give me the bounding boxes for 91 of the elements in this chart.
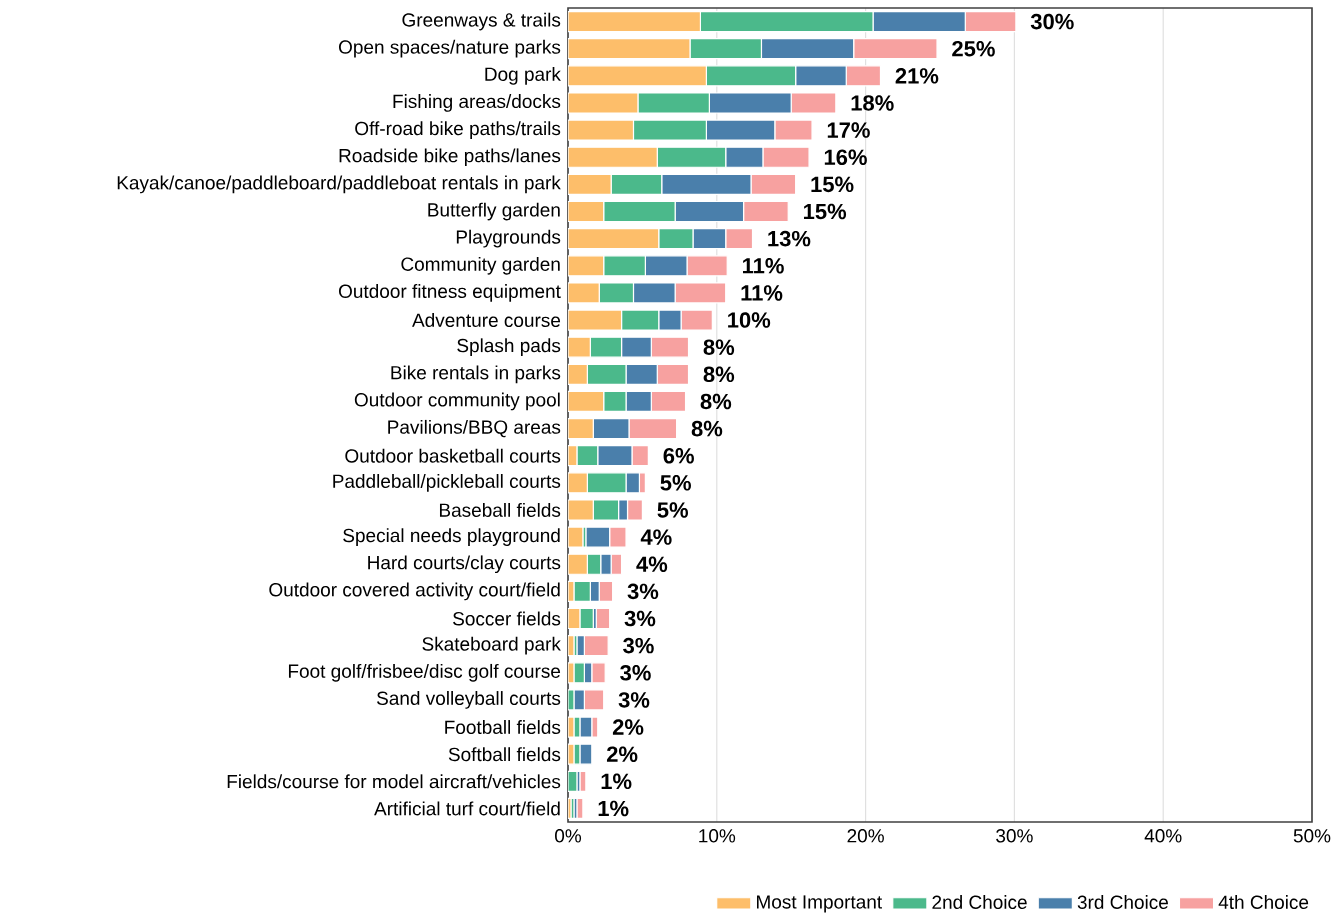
- bar: [689, 38, 763, 60]
- y-tick-label: Community garden: [401, 257, 560, 275]
- x-tick-label: 30%: [996, 829, 1033, 843]
- y-tick-label: Soccer fields: [453, 611, 561, 626]
- y-tick-label: Splash pads: [457, 338, 561, 357]
- y-tick-label: Pavilions/BBQ areas: [388, 419, 561, 438]
- bar: [568, 11, 702, 33]
- y-tick-label: Baseball fields: [439, 503, 561, 518]
- bar: [705, 65, 797, 87]
- y-tick-label: Adventure course: [412, 313, 561, 328]
- y-tick-label: Bike rentals in parks: [391, 365, 561, 384]
- legend-label: 3rd Choice: [1077, 895, 1168, 910]
- y-tick-label: Outdoor covered activity court/field: [269, 582, 560, 601]
- bar: [656, 146, 727, 168]
- y-tick-label: Softball fields: [448, 747, 561, 762]
- bar: [586, 472, 627, 494]
- total-label: 10%: [728, 312, 771, 328]
- y-tick-label: Off-road bike paths/trails: [355, 121, 561, 140]
- bar: [589, 336, 623, 358]
- bar: [568, 173, 612, 196]
- bar: [568, 228, 660, 250]
- total-label: 15%: [804, 203, 847, 220]
- x-tick-label: 0%: [555, 829, 582, 843]
- bar: [658, 228, 694, 250]
- y-tick-label: Butterfly garden: [428, 202, 560, 221]
- bar: [568, 255, 605, 277]
- y-tick-label: Hard courts/clay courts: [368, 555, 561, 574]
- legend-label: Most Important: [757, 895, 882, 913]
- x-tick-label: 20%: [847, 829, 884, 843]
- total-label: 3%: [618, 692, 650, 708]
- y-tick-label: Special needs playground: [343, 528, 560, 547]
- y-tick-label: Skateboard park: [422, 636, 561, 655]
- x-tick-label: 50%: [1293, 829, 1331, 843]
- bar: [699, 11, 874, 33]
- y-tick-label: Greenways & trails: [402, 12, 561, 31]
- total-label: 5%: [660, 475, 691, 491]
- y-tick-label: Outdoor community pool: [354, 392, 560, 411]
- total-label: 1%: [601, 773, 632, 790]
- bar: [603, 255, 646, 277]
- total-label: 11%: [741, 285, 783, 301]
- total-label: 8%: [703, 339, 735, 356]
- y-tick-label: Outdoor fitness equipment: [338, 284, 561, 302]
- total-label: 4%: [640, 529, 672, 545]
- total-label: 8%: [703, 366, 735, 383]
- y-tick-label: Playgrounds: [456, 229, 561, 248]
- x-tick-label: 10%: [699, 829, 736, 843]
- total-label: 15%: [811, 176, 854, 193]
- total-label: 4%: [636, 556, 668, 573]
- y-tick-label: Fields/course for model aircraft/vehicles: [227, 774, 561, 789]
- bar: [568, 65, 707, 87]
- bar: [568, 201, 605, 223]
- bar: [568, 390, 605, 413]
- total-label: 3%: [623, 637, 654, 654]
- y-tick-label: Dog park: [485, 67, 561, 85]
- total-label: 5%: [657, 502, 689, 518]
- bar: [568, 146, 658, 168]
- y-tick-label: Sand volleyball courts: [376, 691, 561, 709]
- y-tick-label: Roadside bike paths/lanes: [339, 148, 561, 167]
- bar: [610, 173, 663, 196]
- x-tick-label: 40%: [1144, 829, 1182, 843]
- y-tick-label: Artificial turf court/field: [374, 801, 560, 816]
- total-label: 2%: [606, 746, 638, 763]
- total-label: 18%: [851, 95, 894, 111]
- y-tick-label: Fishing areas/docks: [393, 94, 561, 112]
- total-label: 8%: [700, 393, 732, 410]
- total-label: 30%: [1030, 13, 1074, 30]
- total-label: 3%: [620, 665, 651, 681]
- bar: [603, 201, 676, 223]
- total-label: 13%: [768, 230, 811, 247]
- bar: [586, 363, 627, 385]
- y-tick-label: Open spaces/nature parks: [338, 39, 561, 58]
- y-tick-label: Football fields: [445, 720, 561, 735]
- total-label: 21%: [895, 68, 939, 84]
- total-label: 1%: [598, 800, 629, 817]
- total-label: 6%: [663, 448, 694, 464]
- total-label: 2%: [612, 719, 644, 735]
- total-label: 25%: [952, 41, 995, 57]
- y-tick-label: Paddleball/pickleball courts: [333, 474, 561, 492]
- y-tick-label: Outdoor basketball courts: [345, 448, 561, 463]
- total-label: 3%: [624, 610, 656, 627]
- total-label: 16%: [824, 149, 867, 166]
- y-tick-label: Kayak/canoe/paddleboard/paddleboat rentals in park: [117, 175, 561, 194]
- total-label: 11%: [743, 258, 784, 274]
- total-label: 8%: [691, 420, 723, 437]
- legend-label: 2nd Choice: [932, 895, 1027, 910]
- total-label: 17%: [827, 122, 870, 138]
- bar: [568, 38, 691, 60]
- y-tick-label: Foot golf/frisbee/disc golf course: [288, 664, 561, 682]
- bar: [568, 418, 594, 440]
- total-label: 3%: [627, 583, 659, 600]
- legend-label: 4th Choice: [1218, 895, 1309, 910]
